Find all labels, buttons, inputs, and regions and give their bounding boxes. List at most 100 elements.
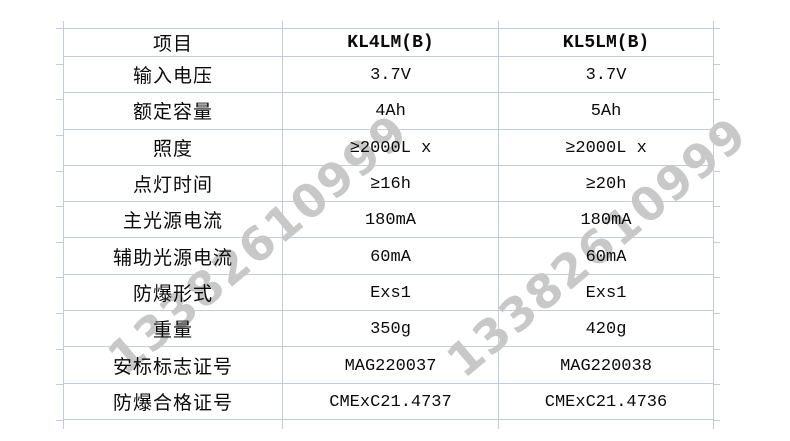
gridline-stub: [713, 28, 720, 29]
table-row: 主光源电流 180mA 180mA: [63, 201, 714, 239]
spec-value: 4Ah: [375, 102, 406, 122]
gridline-stub: [56, 242, 63, 243]
header-cell-kl5lm: KL5LM(B): [498, 28, 714, 57]
spec-value: 3.7V: [370, 66, 411, 86]
spec-value-cell: 420g: [498, 310, 714, 348]
spec-value-cell: 350g: [282, 310, 499, 348]
table-row: 点灯时间 ≥16h ≥20h: [63, 164, 714, 203]
gridline-stub: [282, 21, 283, 28]
spec-label-cell: 防爆合格证号: [63, 382, 283, 421]
spec-value: 350g: [370, 320, 411, 340]
spec-value-cell: ≥16h: [282, 164, 499, 203]
gridline-stub: [56, 171, 63, 172]
spec-value-cell: 60mA: [282, 237, 499, 275]
gridline-stub: [56, 28, 63, 29]
spec-value-cell: ≥2000L x: [282, 128, 499, 166]
spec-label-cell: 照度: [63, 128, 283, 166]
product-spec-table: 项目 KL4LM(B) KL5LM(B) 输入电压 3.7V 3.7V 额定容量 4Ah…: [63, 28, 714, 421]
table-row: 防爆合格证号 CMExC21.4737 CMExC21.4736: [63, 382, 714, 421]
table-header-row: 项目 KL4LM(B) KL5LM(B): [63, 28, 714, 57]
spec-label: 辅助光源电流: [112, 246, 233, 269]
spec-value-cell: MAG220038: [498, 346, 714, 384]
spec-value-cell: 180mA: [282, 201, 499, 239]
gridline-stub: [63, 21, 64, 28]
gridline-stub: [713, 206, 720, 207]
spec-label: 安标标志证号: [112, 355, 233, 378]
spec-label: 点灯时间: [132, 174, 213, 197]
gridline-stub: [56, 384, 63, 385]
gridline-stub: [56, 277, 63, 278]
spec-value-cell: MAG220037: [282, 346, 499, 384]
spec-label-cell: 点灯时间: [63, 164, 283, 203]
header-kl4lm-label: KL4LM(B): [347, 33, 434, 53]
spec-value: 5Ah: [590, 102, 622, 122]
gridline-stub: [713, 21, 714, 28]
gridline-stub: [713, 171, 720, 172]
gridline-stub: [56, 313, 63, 314]
gridline-stub: [56, 135, 63, 136]
spec-value: ≥16h: [370, 175, 411, 195]
spec-value-cell: 3.7V: [498, 55, 714, 94]
gridline-stub: [713, 313, 720, 314]
gridline-stub: [282, 420, 283, 429]
gridline-stub: [56, 64, 63, 65]
gridline-stub: [713, 99, 720, 100]
spec-value-cell: 60mA: [498, 237, 714, 275]
spec-value: MAG220038: [560, 356, 652, 376]
spec-value-cell: 180mA: [498, 201, 714, 239]
table-row: 照度 ≥2000L x ≥2000L x: [63, 128, 714, 166]
spec-value: CMExC21.4736: [544, 392, 668, 412]
gridline-stub: [56, 99, 63, 100]
spec-label-cell: 重量: [63, 310, 283, 348]
spec-label-cell: 防爆形式: [63, 273, 283, 312]
gridline-stub: [713, 349, 720, 350]
spec-value: ≥20h: [585, 175, 627, 195]
spec-value-cell: CMExC21.4736: [498, 382, 714, 421]
gridline-stub: [713, 242, 720, 243]
header-item-label: 项目: [152, 33, 193, 55]
spec-value-cell: Exs1: [498, 273, 714, 312]
spec-value: CMExC21.4737: [329, 392, 452, 412]
spec-value-cell: Exs1: [282, 273, 499, 312]
spec-value: 3.7V: [585, 66, 627, 86]
spec-label-cell: 安标标志证号: [63, 346, 283, 384]
spec-label-cell: 输入电压: [63, 55, 283, 94]
header-cell-item: 项目: [63, 28, 283, 57]
table-row: 防爆形式 Exs1 Exs1: [63, 273, 714, 312]
table-row: 输入电压 3.7V 3.7V: [63, 55, 714, 94]
spec-value: ≥2000L x: [349, 138, 432, 158]
spec-value-cell: ≥2000L x: [498, 128, 714, 166]
spec-label: 防爆合格证号: [112, 391, 233, 414]
spec-value: Exs1: [585, 283, 627, 303]
spec-value-cell: 4Ah: [282, 92, 499, 130]
spec-value-cell: 3.7V: [282, 55, 499, 94]
gridline-stub: [56, 420, 63, 421]
gridline-stub: [713, 64, 720, 65]
gridline-stub: [498, 21, 499, 28]
gridline-stub: [56, 349, 63, 350]
spec-label: 防爆形式: [132, 282, 213, 305]
spec-value: ≥2000L x: [565, 138, 647, 158]
table-row: 辅助光源电流 60mA 60mA: [63, 237, 714, 275]
spec-label: 照度: [152, 137, 193, 160]
spec-value: Exs1: [370, 283, 411, 303]
spec-value: 60mA: [585, 247, 627, 267]
spec-label-cell: 主光源电流: [63, 201, 283, 239]
spec-value: 180mA: [364, 211, 416, 231]
spec-label: 额定容量: [132, 101, 213, 124]
header-cell-kl4lm: KL4LM(B): [282, 28, 499, 57]
spec-value: 180mA: [580, 211, 632, 231]
gridline-stub: [63, 420, 64, 429]
spec-label-cell: 辅助光源电流: [63, 237, 283, 275]
gridline-stub: [713, 277, 720, 278]
gridline-stub: [713, 420, 714, 429]
table-row: 额定容量 4Ah 5Ah: [63, 92, 714, 130]
gridline-stub: [713, 135, 720, 136]
gridline-stub: [713, 384, 720, 385]
spec-label: 重量: [152, 319, 193, 342]
gridline-stub: [498, 420, 499, 429]
spec-label: 输入电压: [132, 65, 213, 88]
spec-value-cell: 5Ah: [498, 92, 714, 130]
table-row: 安标标志证号 MAG220037 MAG220038: [63, 346, 714, 384]
